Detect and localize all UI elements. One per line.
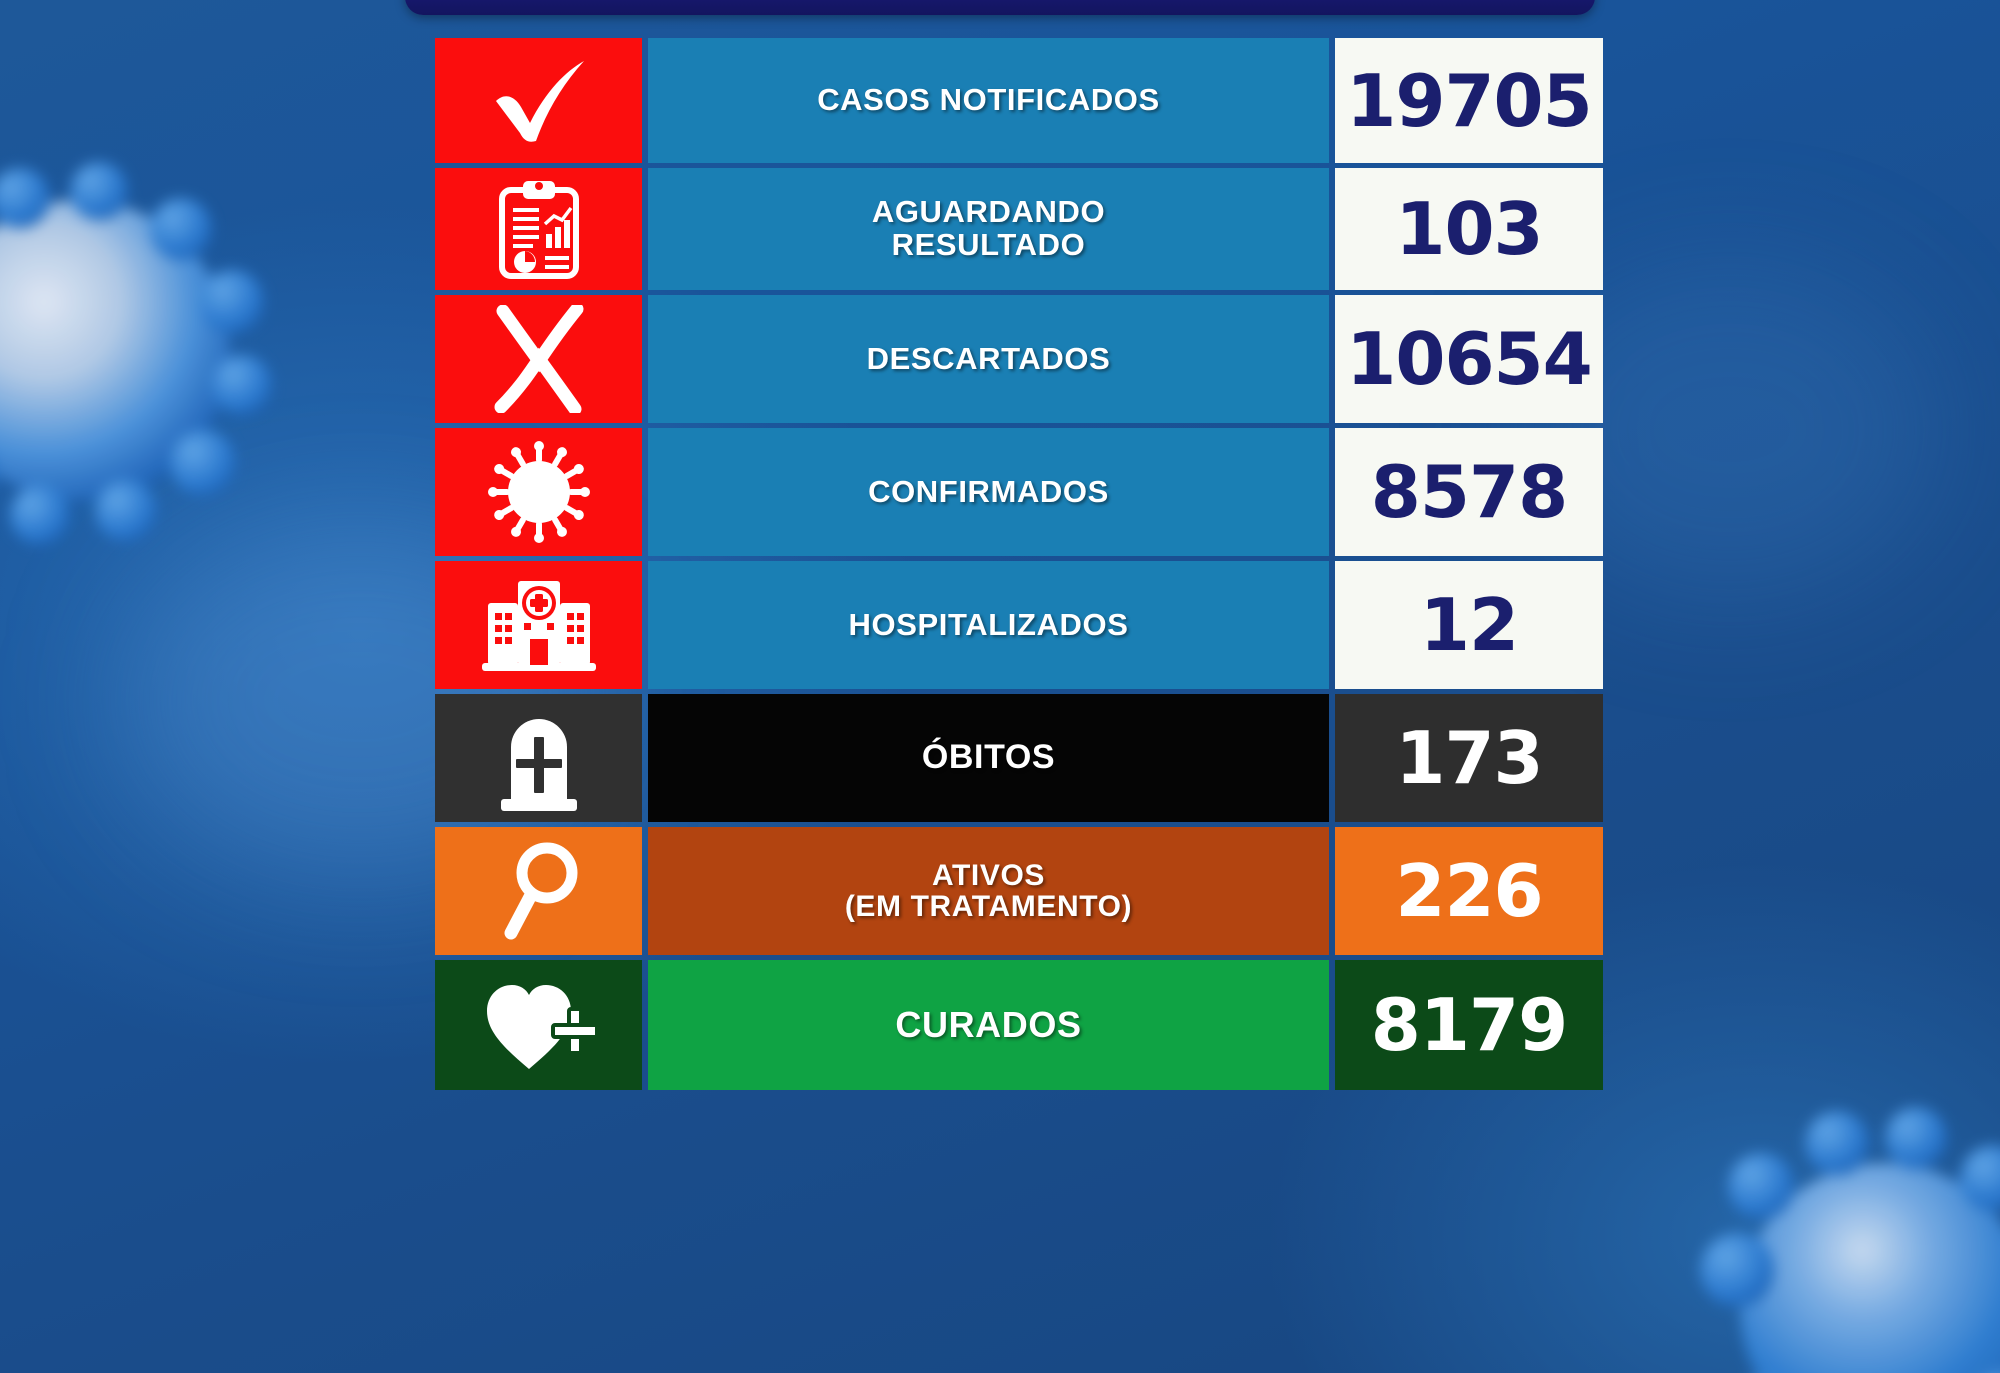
table-row: ÓBITOS 173 [435,694,1603,822]
row-label: AGUARDANDO RESULTADO [648,168,1329,290]
covid-statistics-table: CASOS NOTIFICADOS 19705 [435,38,1603,1090]
virus-particle-bottom-right-icon [1670,1093,2000,1373]
table-row: ATIVOS (EM TRATAMENTO) 226 [435,827,1603,955]
hospital-icon [435,561,642,689]
row-label: ÓBITOS [648,694,1329,822]
row-value: 226 [1335,827,1603,955]
check-mark-icon [435,38,642,163]
label-line: RESULTADO [891,227,1086,262]
header-bar [405,0,1595,15]
row-label: CURADOS [648,960,1329,1090]
row-label: DESCARTADOS [648,295,1329,423]
table-row: CONFIRMADOS 8578 [435,428,1603,556]
tombstone-icon [435,694,642,822]
clipboard-report-icon [435,168,642,290]
label-line: AGUARDANDO [871,194,1106,230]
table-row: CASOS NOTIFICADOS 19705 [435,38,1603,163]
label-line: DESCARTADOS [866,340,1111,376]
magnifying-glass-icon [435,827,642,955]
coronavirus-icon [435,428,642,556]
label-line: CURADOS [895,1004,1082,1046]
label-line: HOSPITALIZADOS [848,606,1129,642]
row-label: CONFIRMADOS [648,428,1329,556]
row-label: HOSPITALIZADOS [648,561,1329,689]
table-row: CURADOS 8179 [435,960,1603,1090]
table-row: AGUARDANDO RESULTADO 103 [435,168,1603,290]
label-line: (EM TRATAMENTO) [844,890,1133,923]
cross-x-icon [435,295,642,423]
row-value: 19705 [1335,38,1603,163]
label-line: CONFIRMADOS [868,473,1109,509]
label-line: ÓBITOS [921,738,1056,777]
row-value: 10654 [1335,295,1603,423]
row-value: 8179 [1335,960,1603,1090]
table-row: DESCARTADOS 10654 [435,295,1603,423]
label-line: ATIVOS [931,858,1046,892]
label-line: CASOS NOTIFICADOS [817,82,1160,118]
row-label: CASOS NOTIFICADOS [648,38,1329,163]
row-value: 103 [1335,168,1603,290]
table-row: HOSPITALIZADOS 12 [435,561,1603,689]
row-value: 8578 [1335,428,1603,556]
row-value: 12 [1335,561,1603,689]
heart-plus-icon [435,960,642,1090]
row-label: ATIVOS (EM TRATAMENTO) [648,827,1329,955]
row-value: 173 [1335,694,1603,822]
virus-particle-left-icon [0,140,290,560]
